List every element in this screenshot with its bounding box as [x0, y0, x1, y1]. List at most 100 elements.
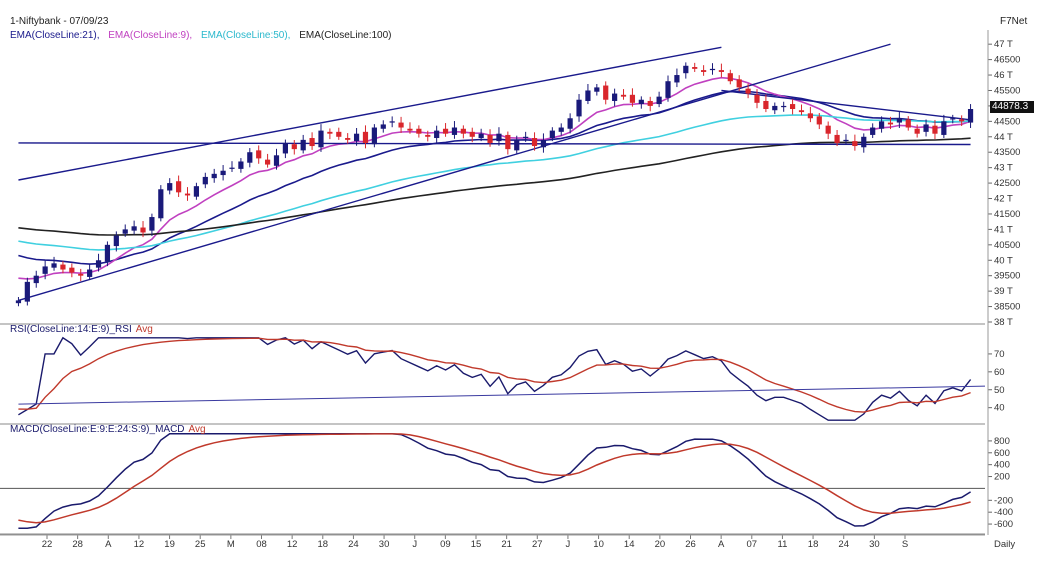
price-y-tick-label: 39500	[994, 271, 1020, 282]
x-tick-label: 30	[869, 539, 880, 550]
rsi-series-line	[18, 336, 972, 421]
candle-body	[932, 125, 938, 134]
price-y-tick-label: 41 T	[994, 224, 1013, 235]
candle-body	[727, 73, 733, 82]
x-tick-label: 12	[134, 539, 145, 550]
candle-body	[460, 128, 466, 134]
price-y-tick-label: 43 T	[994, 163, 1013, 174]
candle-body	[442, 128, 449, 134]
candle-body	[763, 100, 769, 109]
price-trendline	[18, 142, 971, 146]
candle-body	[959, 119, 965, 122]
candle-body	[158, 189, 164, 219]
candle-body	[264, 159, 271, 165]
candle-body	[202, 176, 208, 185]
candle-body	[816, 116, 822, 125]
x-tick-label: A	[718, 539, 725, 550]
price-trendline	[721, 89, 971, 121]
candle-body	[256, 150, 262, 159]
candle-body	[193, 186, 200, 197]
rsi-trendline	[18, 385, 986, 405]
x-tick-label: J	[566, 539, 571, 550]
rsi-legend-avg: Avg	[135, 324, 153, 335]
x-tick-label: 27	[532, 539, 543, 550]
candle-body	[656, 96, 662, 105]
candle-body	[807, 113, 813, 119]
candle-body	[558, 127, 564, 132]
price-y-tick-label: 47 T	[994, 39, 1013, 50]
price-trendline	[18, 46, 722, 181]
candle-body	[843, 139, 849, 142]
candle-body	[576, 99, 582, 117]
candle-body	[247, 152, 253, 163]
x-tick-label: S	[902, 539, 908, 550]
x-tick-label: 07	[746, 539, 757, 550]
candle-body	[149, 217, 155, 231]
candle-body	[95, 260, 102, 268]
candle-body	[318, 130, 324, 148]
candle-body	[709, 68, 716, 71]
candle-body	[140, 227, 146, 233]
candle-body	[941, 121, 947, 135]
x-tick-label: 18	[808, 539, 819, 550]
candle-body	[789, 104, 796, 109]
candle-body	[620, 94, 627, 97]
candle-body	[398, 122, 404, 128]
candle-body	[567, 118, 573, 129]
x-tick-label: A	[105, 539, 112, 550]
candle-body	[282, 142, 288, 154]
candle-body	[914, 128, 920, 134]
candle-body	[24, 281, 30, 302]
candle-body	[113, 235, 119, 247]
x-tick-label: 11	[777, 539, 787, 550]
candle-body	[487, 134, 493, 143]
candle-body	[291, 144, 297, 150]
macd-series-line	[18, 433, 971, 524]
candle-body	[523, 136, 529, 139]
candle-body	[852, 141, 858, 147]
candle-body	[772, 105, 778, 111]
x-tick-label: 12	[287, 539, 298, 550]
candle-body	[229, 167, 235, 169]
price-trendline	[18, 43, 891, 302]
price-series-line	[18, 76, 971, 280]
candle-body	[781, 105, 787, 108]
brand-label: F7Net	[1000, 16, 1028, 27]
price-y-tick-label: 42 T	[994, 194, 1013, 205]
candle-body	[389, 121, 395, 123]
candle-body	[416, 128, 422, 134]
legend-ema9: EMA(CloseLine:9),	[108, 30, 193, 41]
candle-body	[594, 87, 600, 92]
candle-body	[380, 124, 386, 129]
macd-y-tick-label: 600	[994, 448, 1010, 459]
candle-body	[69, 267, 75, 273]
x-tick-label: 20	[655, 539, 666, 550]
x-tick-label: 30	[379, 539, 390, 550]
candle-body	[896, 118, 902, 123]
macd-y-tick-label: 800	[994, 436, 1010, 447]
panel-frames	[0, 30, 989, 536]
candle-body	[638, 99, 644, 105]
candle-body	[60, 264, 66, 270]
price-series-line	[18, 137, 971, 236]
x-tick-label: M	[227, 539, 235, 550]
macd-y-tick-label: -600	[994, 519, 1013, 530]
candle-body	[51, 263, 57, 268]
candle-body	[211, 173, 217, 179]
price-y-tick-label: 44500	[994, 116, 1020, 127]
candle-body	[585, 90, 591, 101]
candle-body	[167, 183, 173, 191]
candle-body	[629, 94, 636, 103]
rsi-series-line	[18, 337, 971, 413]
legend-ema100: EMA(CloseLine:100)	[299, 30, 392, 41]
candle-body	[531, 138, 538, 147]
last-price-badge: 44878.3	[990, 101, 1034, 113]
x-tick-label: 08	[256, 539, 267, 550]
rsi-y-tick-label: 40	[994, 403, 1005, 414]
candle-body	[336, 131, 342, 137]
x-tick-label: 24	[348, 539, 359, 550]
candle-body	[362, 131, 369, 143]
